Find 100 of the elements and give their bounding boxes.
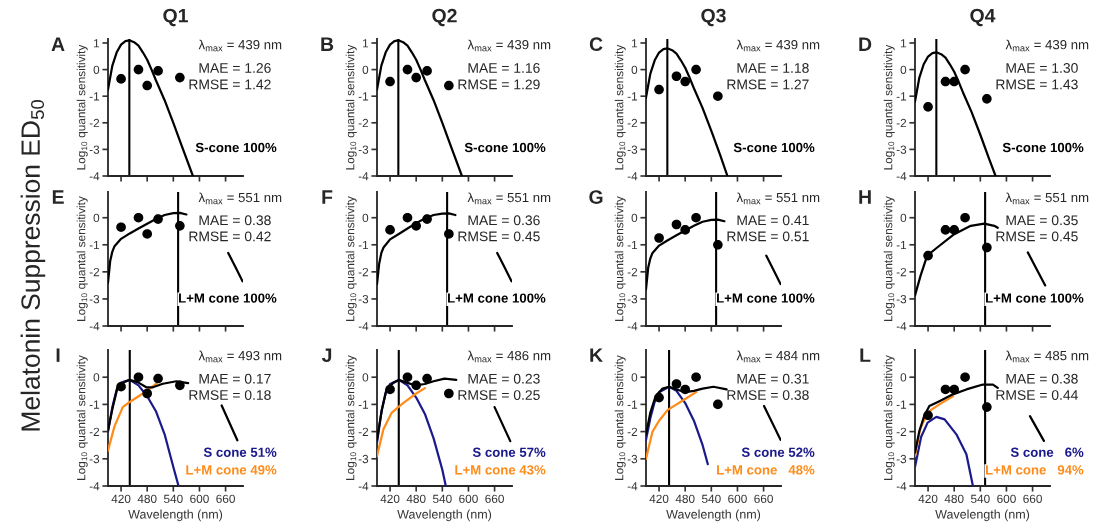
chart-title: Q4	[970, 8, 996, 27]
y-tick-label: 0	[93, 65, 100, 74]
text: H	[859, 190, 871, 204]
series-label: S-cone 100%	[195, 142, 277, 153]
text: B	[321, 37, 334, 51]
y-tick-label: -1	[627, 92, 638, 101]
annotation: RMSE = 0.45	[996, 231, 1078, 242]
y-tick-label: 1	[363, 39, 369, 48]
text: G	[589, 190, 603, 204]
y-tick-label: -4	[358, 322, 369, 331]
y-axis-title: Log$_{10}$ quantal sensitivity	[614, 355, 626, 480]
y-tick-label: -2	[358, 427, 369, 436]
chart-title: Q2	[432, 8, 457, 27]
x-tick-label: 660	[1023, 494, 1042, 503]
x-tick-label: 600	[190, 494, 209, 503]
x-tick-label: 480	[944, 494, 964, 503]
text: J	[321, 348, 332, 363]
annotation: λ$_{max}$ = 484 nm	[736, 350, 820, 363]
chart-title: Q3	[701, 8, 726, 27]
x-tick-label: 660	[754, 494, 773, 503]
text: L+M cone 48%	[717, 465, 815, 475]
y-tick-label: -3	[627, 454, 638, 464]
annotation: λ$_{max}$ = 493 nm	[198, 350, 282, 363]
y-tick-label: -4	[627, 172, 638, 181]
y-tick-label: -4	[358, 172, 369, 181]
series-label: L+M cone 100%	[717, 293, 815, 303]
y-tick-label: 0	[900, 213, 907, 223]
y-tick-label: -3	[89, 294, 100, 304]
x-tick-label: 660	[216, 494, 235, 503]
y-tick-label: -4	[89, 322, 100, 331]
y-axis-title: Log$_{10}$ quantal sensitivity	[76, 44, 88, 170]
annotation: λ$_{max}$ = 439 nm	[467, 39, 551, 52]
x-tick-label: 540	[970, 494, 990, 503]
annotation: RMSE = 0.25	[458, 390, 540, 400]
y-tick-label: 0	[93, 373, 100, 382]
annotation: RMSE = 0.42	[189, 231, 271, 242]
series-label: L+M cone 100%	[986, 293, 1084, 303]
y-tick-label: 0	[631, 213, 638, 223]
y-tick-label: -4	[89, 172, 100, 181]
x-tick-label: 600	[997, 494, 1016, 503]
x-axis-title: Wavelength (nm)	[397, 509, 492, 522]
annotation: λ$_{max}$ = 551 nm	[1005, 192, 1089, 205]
y-tick-label: 0	[631, 65, 638, 74]
y-tick-label: -3	[358, 145, 369, 154]
y-tick-label: -1	[627, 400, 638, 409]
text: L	[860, 348, 871, 362]
y-tick-label: -2	[89, 267, 100, 277]
text: D	[859, 37, 872, 51]
y-tick-label: -3	[627, 294, 638, 304]
annotation: λ$_{max}$ = 439 nm	[736, 39, 820, 52]
x-axis-title: Wavelength (nm)	[935, 509, 1030, 522]
annotation: MAE = 0.35	[1006, 215, 1078, 226]
text: S cone 52%	[741, 447, 815, 457]
y-tick-label: -1	[896, 400, 907, 409]
annotation: RMSE = 0.45	[458, 231, 540, 242]
y-tick-label: 1	[901, 39, 907, 48]
y-tick-label: -2	[627, 267, 638, 277]
y-axis-title: Log$_{10}$ quantal sensitivity	[614, 196, 626, 321]
y-tick-label: -1	[358, 240, 369, 250]
y-tick-label: 0	[362, 213, 369, 223]
y-tick-label: 1	[632, 39, 638, 48]
y-axis-title: Log$_{10}$ quantal sensitivity	[614, 44, 626, 170]
x-tick-label: 660	[485, 494, 504, 503]
y-axis-title: Log$_{10}$ quantal sensitivity	[76, 355, 88, 480]
y-axis-title: Log$_{10}$ quantal sensitivity	[345, 355, 357, 480]
y-tick-label: -3	[358, 294, 369, 304]
y-tick-label: -3	[627, 145, 638, 154]
y-tick-label: 0	[93, 213, 100, 223]
series-label: L+M cone 100%	[179, 293, 277, 303]
y-tick-label: -2	[896, 427, 907, 436]
annotation: RMSE = 0.44	[996, 390, 1078, 400]
y-tick-label: -4	[896, 172, 907, 181]
y-axis-title: Log$_{10}$ quantal sensitivity	[883, 355, 895, 480]
y-tick-label: -1	[89, 400, 100, 409]
annotation: λ$_{max}$ = 439 nm	[1005, 39, 1089, 52]
text: L+M cone 49%	[186, 465, 277, 475]
text: S cone 6%	[1010, 447, 1084, 457]
x-tick-label: 600	[728, 494, 747, 503]
x-tick-label: 600	[459, 494, 478, 503]
y-tick-label: -2	[89, 118, 100, 128]
annotation: λ$_{max}$ = 486 nm	[467, 350, 551, 363]
text: S cone 51%	[203, 447, 277, 457]
x-tick-label: 480	[137, 494, 157, 503]
text: S cone 57%	[472, 447, 546, 457]
annotation: MAE = 1.16	[468, 63, 540, 73]
annotation: RMSE = 1.43	[996, 79, 1078, 90]
y-tick-label: -2	[358, 118, 369, 128]
text: I	[56, 348, 60, 362]
y-tick-label: -4	[627, 322, 638, 331]
x-tick-label: 540	[432, 494, 452, 503]
y-axis-title: Log$_{10}$ quantal sensitivity	[883, 196, 895, 321]
y-tick-label: -1	[89, 92, 100, 101]
y-tick-label: -3	[89, 454, 100, 464]
annotation: RMSE = 0.51	[727, 231, 809, 242]
y-tick-label: 0	[362, 373, 369, 382]
chart-title: Q1	[163, 8, 188, 27]
annotation: RMSE = 1.29	[458, 79, 540, 90]
y-tick-label: -3	[358, 454, 369, 464]
series-label: S-cone 100%	[1002, 142, 1084, 153]
x-axis-title: Wavelength (nm)	[128, 509, 223, 522]
